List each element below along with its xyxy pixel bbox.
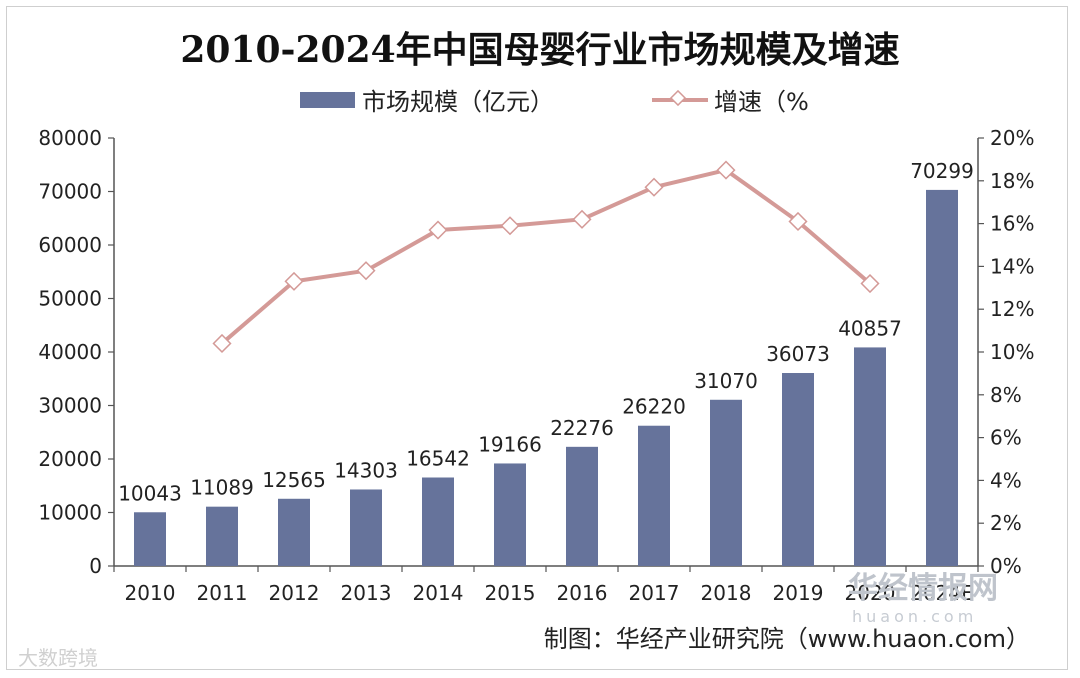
left-axis-tick-label: 80000 [38,126,102,150]
bar [350,489,382,566]
bar-value-label: 16542 [406,447,470,471]
growth-point-marker [284,271,304,291]
right-axis-tick-label: 0% [990,554,1022,578]
left-axis-tick-label: 40000 [38,340,102,364]
growth-line [220,168,872,345]
right-axis-tick-label: 14% [990,254,1034,278]
growth-point-marker [572,209,592,229]
left-axis-tick-label: 50000 [38,287,102,311]
growth-point-marker [644,177,664,197]
right-axis-tick-label: 18% [990,169,1034,193]
x-axis-tick-label: 2011 [197,581,248,605]
x-axis-tick-label: 2024E [910,581,974,605]
x-axis-tick-label: 2012 [269,581,320,605]
bar-value-label: 22276 [550,416,614,440]
watermark-brand: 华经情报网 [848,571,998,606]
bar-series [134,189,958,567]
right-axis-tick-label: 6% [990,426,1022,450]
x-axis-tick-label: 2018 [701,581,752,605]
bar [638,425,670,566]
growth-point-marker [428,220,448,240]
bar [494,463,526,566]
legend: 市场规模（亿元） 增速（% [300,88,809,116]
bar-value-label: 14303 [334,458,398,482]
legend-line-label: 增速（% [714,88,809,116]
bar [782,373,814,566]
left-axis-tick-label: 20000 [38,447,102,471]
bar [278,498,310,566]
bar [206,506,238,566]
source-credit: 制图：华经产业研究院（www.huaon.com） [544,625,1030,653]
bar-value-label: 11089 [190,476,254,500]
right-axis-tick-label: 8% [990,383,1022,407]
left-axis-tick-label: 10000 [38,501,102,525]
growth-point-marker [860,273,880,294]
right-axis-tick-label: 10% [990,340,1034,364]
left-axis-tick-label: 30000 [38,394,102,418]
watermark: 华经情报网 huaon.com [848,571,998,626]
x-axis-tick-label: 2013 [341,581,392,605]
bar-value-label: 40857 [838,316,902,340]
bar [422,477,454,566]
x-axis-tick-label: 2019 [773,581,824,605]
bar [134,512,166,566]
right-axis-tick-label: 2% [990,511,1022,535]
right-axis-tick-label: 4% [990,468,1022,492]
bar [566,446,598,566]
bar [710,399,742,566]
growth-point-marker [716,160,736,180]
bar [926,189,958,567]
bar-value-label: 31070 [694,369,758,393]
legend-line-marker [669,89,687,107]
bar-value-label: 19166 [478,432,542,456]
x-axis-tick-label: 2017 [629,581,680,605]
bar-value-label: 26220 [622,395,686,419]
x-axis-tick-label: 2016 [557,581,608,605]
x-axis-tick-label: 2014 [413,581,464,605]
legend-bar-swatch [300,92,355,108]
bar-value-label: 10043 [118,481,182,505]
right-axis-tick-label: 12% [990,297,1034,321]
axes: 0 10000 20000 30000 40000 50000 60000 70000 8000… [38,126,1034,605]
watermark-url: huaon.com [852,607,977,626]
bar-value-label: 70299 [910,159,974,183]
bar-value-label: 36073 [766,342,830,366]
left-axis-tick-label: 0 [89,554,102,578]
growth-point-marker [788,211,808,232]
x-axis-tick-label: 2010 [125,581,176,605]
bar [854,347,886,566]
right-axis-tick-label: 16% [990,212,1034,236]
x-axis-tick-label: 2020 [845,581,896,605]
growth-point-marker [356,261,376,281]
left-axis-tick-label: 60000 [38,233,102,257]
data-labels: 10043 11089 12565 14303 16542 19166 22276 26220… [118,159,974,505]
bar-value-label: 12565 [262,468,326,492]
legend-bar-label: 市场规模（亿元） [362,88,554,116]
chart-frame [6,6,1068,670]
left-axis-tick-label: 70000 [38,180,102,204]
x-axis-tick-label: 2015 [485,581,536,605]
chart-title: 2010-2024年中国母婴行业市场规模及增速 [180,29,899,71]
growth-line-series [212,160,880,353]
right-axis-tick-label: 20% [990,126,1034,150]
growth-point-marker [500,216,520,236]
corner-mark: 大数跨境 [18,646,98,670]
growth-point-marker [212,333,232,353]
